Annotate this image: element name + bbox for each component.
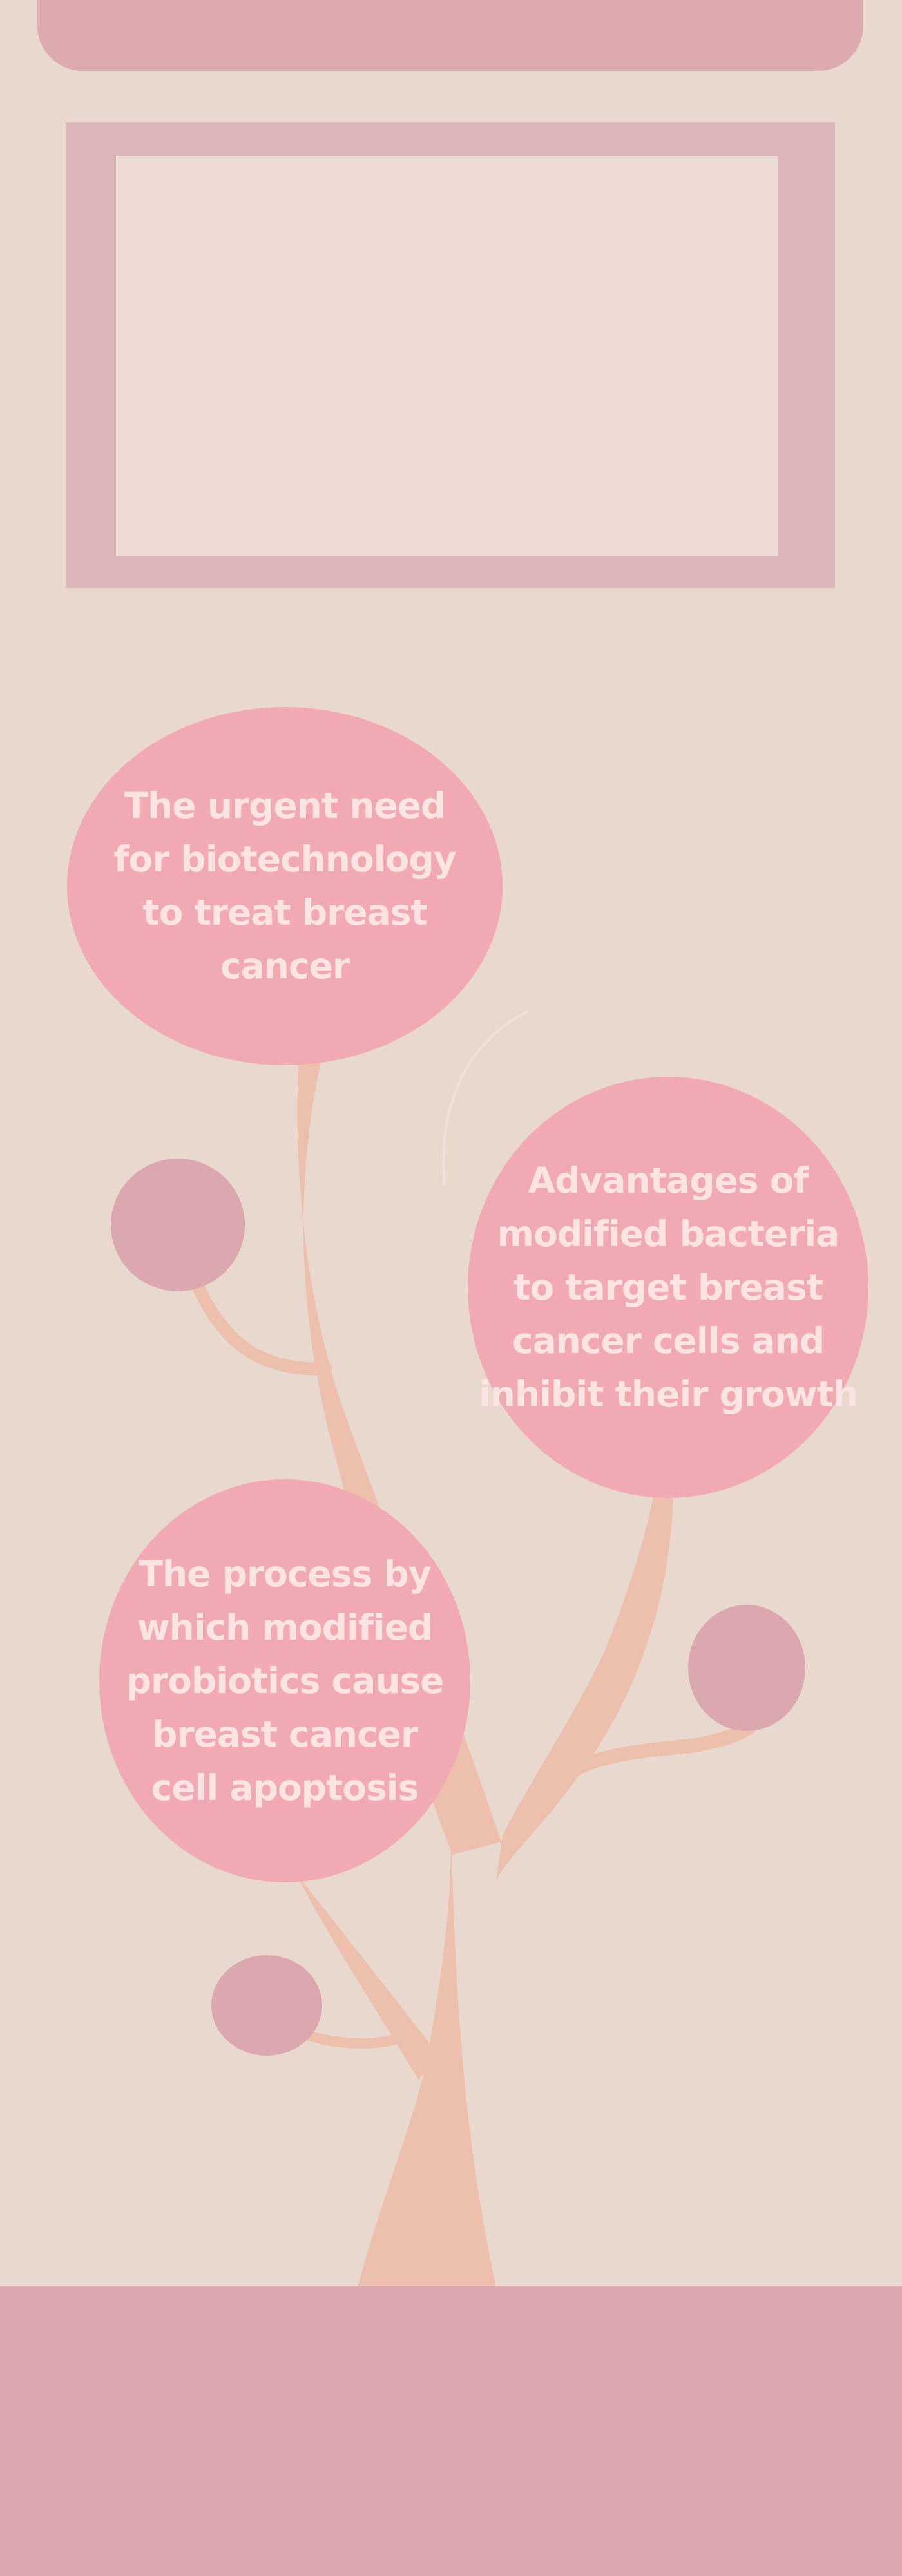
- decorative-arc: [442, 1010, 529, 1186]
- tree-twig-left: [187, 1269, 332, 1376]
- tree-branch-lower-left: [296, 1874, 438, 2080]
- tree-fruit-right: [688, 1605, 805, 1731]
- topic-bubble-3-text: The process by which modified probiotics…: [126, 1553, 445, 1808]
- image-frame: [66, 122, 835, 588]
- topic-bubble-1: The urgent need for biotechnology to tre…: [67, 707, 503, 1065]
- tree-branch-right: [496, 1494, 673, 1880]
- image-placeholder: [116, 156, 778, 556]
- topic-bubble-2-text: Advantages of modified bacteria to targe…: [478, 1159, 858, 1415]
- footer-band: [0, 2286, 902, 2576]
- topic-bubble-1-text: The urgent need for biotechnology to tre…: [113, 785, 456, 987]
- topic-bubble-2: Advantages of modified bacteria to targe…: [468, 1077, 868, 1498]
- tree-fruit-bottom: [211, 1955, 322, 2056]
- tree-twig-bottom: [298, 2029, 411, 2049]
- tree-twig-right: [531, 1712, 764, 1810]
- topic-bubble-3: The process by which modified probiotics…: [99, 1479, 470, 1882]
- tree-trunk: [358, 1823, 496, 2287]
- tree-fruit-left: [111, 1159, 245, 1291]
- top-banner: [37, 0, 863, 71]
